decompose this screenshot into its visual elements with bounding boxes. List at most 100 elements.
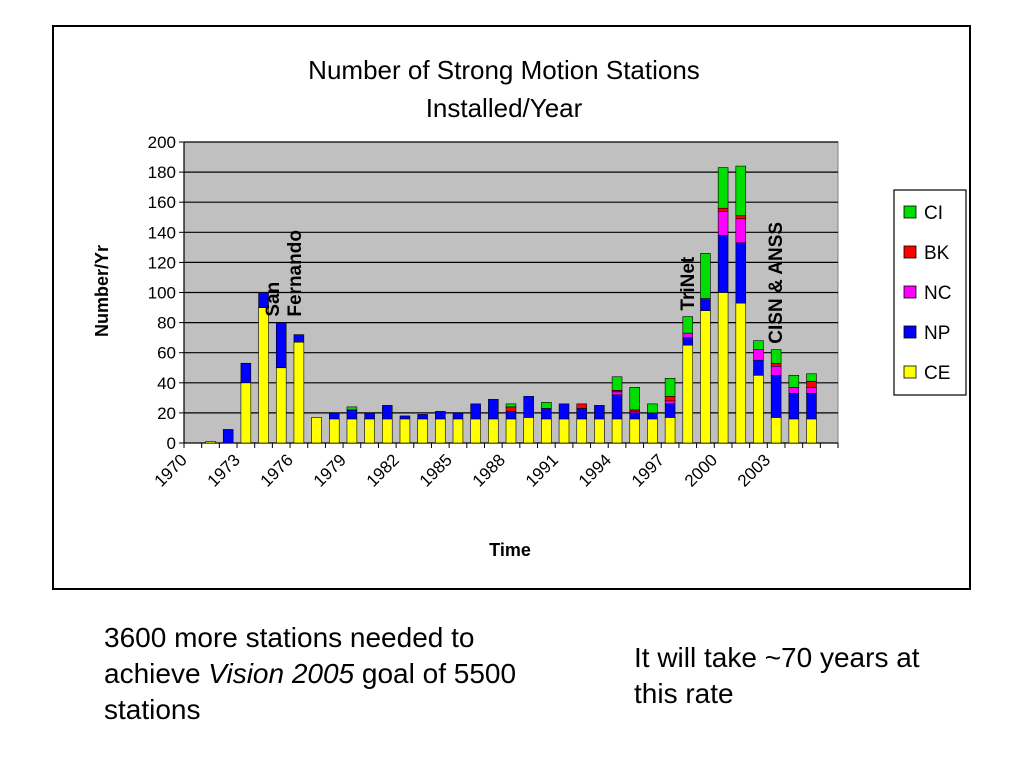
bar-segment-nc	[611, 391, 623, 396]
bar-segment-ce	[346, 418, 358, 444]
y-tick-label: 160	[148, 193, 176, 212]
legend-label-bk: BK	[924, 243, 950, 264]
legend-label-np: NP	[924, 323, 950, 344]
bar-segment-ce	[275, 367, 287, 444]
y-tick-label: 40	[157, 374, 176, 393]
bar-segment-ce	[328, 418, 340, 444]
bar-segment-nc	[735, 218, 747, 244]
bar-segment-np	[435, 411, 446, 420]
x-tick-label: 1985	[416, 450, 456, 490]
bar-segment-ci	[735, 165, 747, 217]
x-tick-label: 1976	[257, 450, 297, 490]
annotation-label: TriNet	[678, 256, 699, 311]
bar-segment-ce	[399, 418, 411, 444]
bar-segment-ce	[753, 374, 764, 444]
legend-label-ce: CE	[924, 363, 950, 384]
bar-segment-np	[470, 403, 481, 420]
bar-segment-np	[717, 235, 729, 293]
bar-segment-bk	[717, 207, 729, 212]
caption-right: It will take ~70 years at this rate	[634, 642, 920, 709]
legend-swatch-np	[903, 325, 917, 339]
bar-segment-ce	[205, 441, 216, 444]
bar-segment-ce	[576, 418, 587, 444]
caption-left-italic: Vision 2005	[208, 658, 355, 689]
bar-segment-np	[629, 412, 640, 420]
bar-segment-np	[806, 393, 817, 420]
y-tick-label: 180	[148, 163, 176, 182]
bar-segment-np	[382, 405, 393, 420]
bar-segment-ce	[523, 417, 534, 444]
bar-segment-nc	[788, 387, 800, 394]
bar-segment-np	[328, 412, 340, 420]
bar-segment-ci	[541, 402, 552, 409]
bar-segment-np	[664, 403, 676, 418]
bar-segment-ci	[788, 374, 800, 388]
bar-segment-ce	[594, 418, 605, 444]
bar-segment-ci	[629, 387, 640, 411]
bar-segment-np	[770, 374, 782, 418]
bar-segment-np	[523, 396, 534, 418]
legend-swatch-ce	[903, 365, 917, 379]
x-axis-label: Time	[489, 540, 531, 560]
bar-segment-bk	[735, 215, 747, 220]
annotation-label: Fernando	[285, 230, 306, 317]
x-tick-label: 1979	[310, 450, 350, 490]
bar-segment-ci	[664, 377, 676, 397]
x-tick-label: 1997	[628, 450, 668, 490]
bar-segment-np	[541, 408, 552, 420]
bar-segment-nc	[806, 387, 817, 394]
bar-segment-ci	[700, 253, 711, 299]
bar-segment-ci	[753, 340, 764, 350]
bar-segment-ce	[806, 418, 817, 444]
bar-segment-ce	[664, 417, 676, 444]
bar-segment-np	[505, 411, 517, 420]
bar-segment-nc	[717, 210, 729, 236]
bar-segment-np	[222, 429, 234, 444]
bar-segment-np	[488, 399, 499, 420]
caption-left-part1: 3600 more stations needed to achieve	[104, 622, 475, 689]
bar-segment-np	[682, 337, 694, 346]
bar-segment-np	[293, 334, 305, 343]
bar-segment-ce	[470, 418, 481, 444]
bar-segment-ce	[488, 418, 499, 444]
x-tick-label: 1973	[204, 450, 244, 490]
x-tick-label: 1991	[522, 450, 562, 490]
x-tick-label: 1994	[575, 450, 615, 490]
bar-segment-np	[788, 393, 800, 420]
chart-frame: Number of Strong Motion Stations Install…	[52, 25, 971, 590]
bar-segment-ce	[647, 418, 658, 444]
bar-segment-np	[258, 292, 269, 308]
bar-segment-np	[594, 405, 605, 420]
legend-swatch-nc	[903, 285, 917, 299]
bar-segment-ce	[717, 292, 729, 444]
bar-segment-bk	[505, 406, 517, 412]
bar-segment-bk	[770, 362, 782, 367]
bar-segment-ce	[293, 341, 305, 444]
y-tick-label: 80	[157, 314, 176, 333]
bar-segment-ci	[346, 406, 358, 411]
bar-segment-nc	[753, 349, 764, 361]
bar-segment-ci	[611, 376, 623, 391]
caption-left-part2: goal of 5500 stations	[104, 658, 517, 725]
bar-segment-ce	[258, 307, 269, 444]
bar-segment-ci	[806, 373, 817, 382]
bar-segment-ce	[770, 417, 782, 444]
bar-segment-np	[647, 412, 658, 420]
legend-swatch-ci	[903, 205, 917, 219]
legend-swatch-bk	[903, 245, 917, 259]
bar-segment-np	[452, 412, 464, 420]
bar-segment-ce	[541, 418, 552, 444]
x-tick-label: 1982	[363, 450, 403, 490]
bar-segment-bk	[664, 396, 676, 402]
bar-segment-np	[700, 298, 711, 311]
bar-segment-np	[399, 415, 411, 420]
bar-segment-np	[275, 322, 287, 369]
x-tick-label: 1988	[469, 450, 509, 490]
bar-segment-np	[735, 242, 747, 304]
bar-segment-ce	[682, 344, 694, 444]
y-axis-label: Number/Yr	[92, 245, 112, 337]
chart-title-line2: Installed/Year	[426, 93, 583, 123]
chart-title-line1: Number of Strong Motion Stations	[308, 55, 700, 85]
bar-segment-np	[576, 408, 587, 420]
bar-segment-ci	[682, 316, 694, 334]
